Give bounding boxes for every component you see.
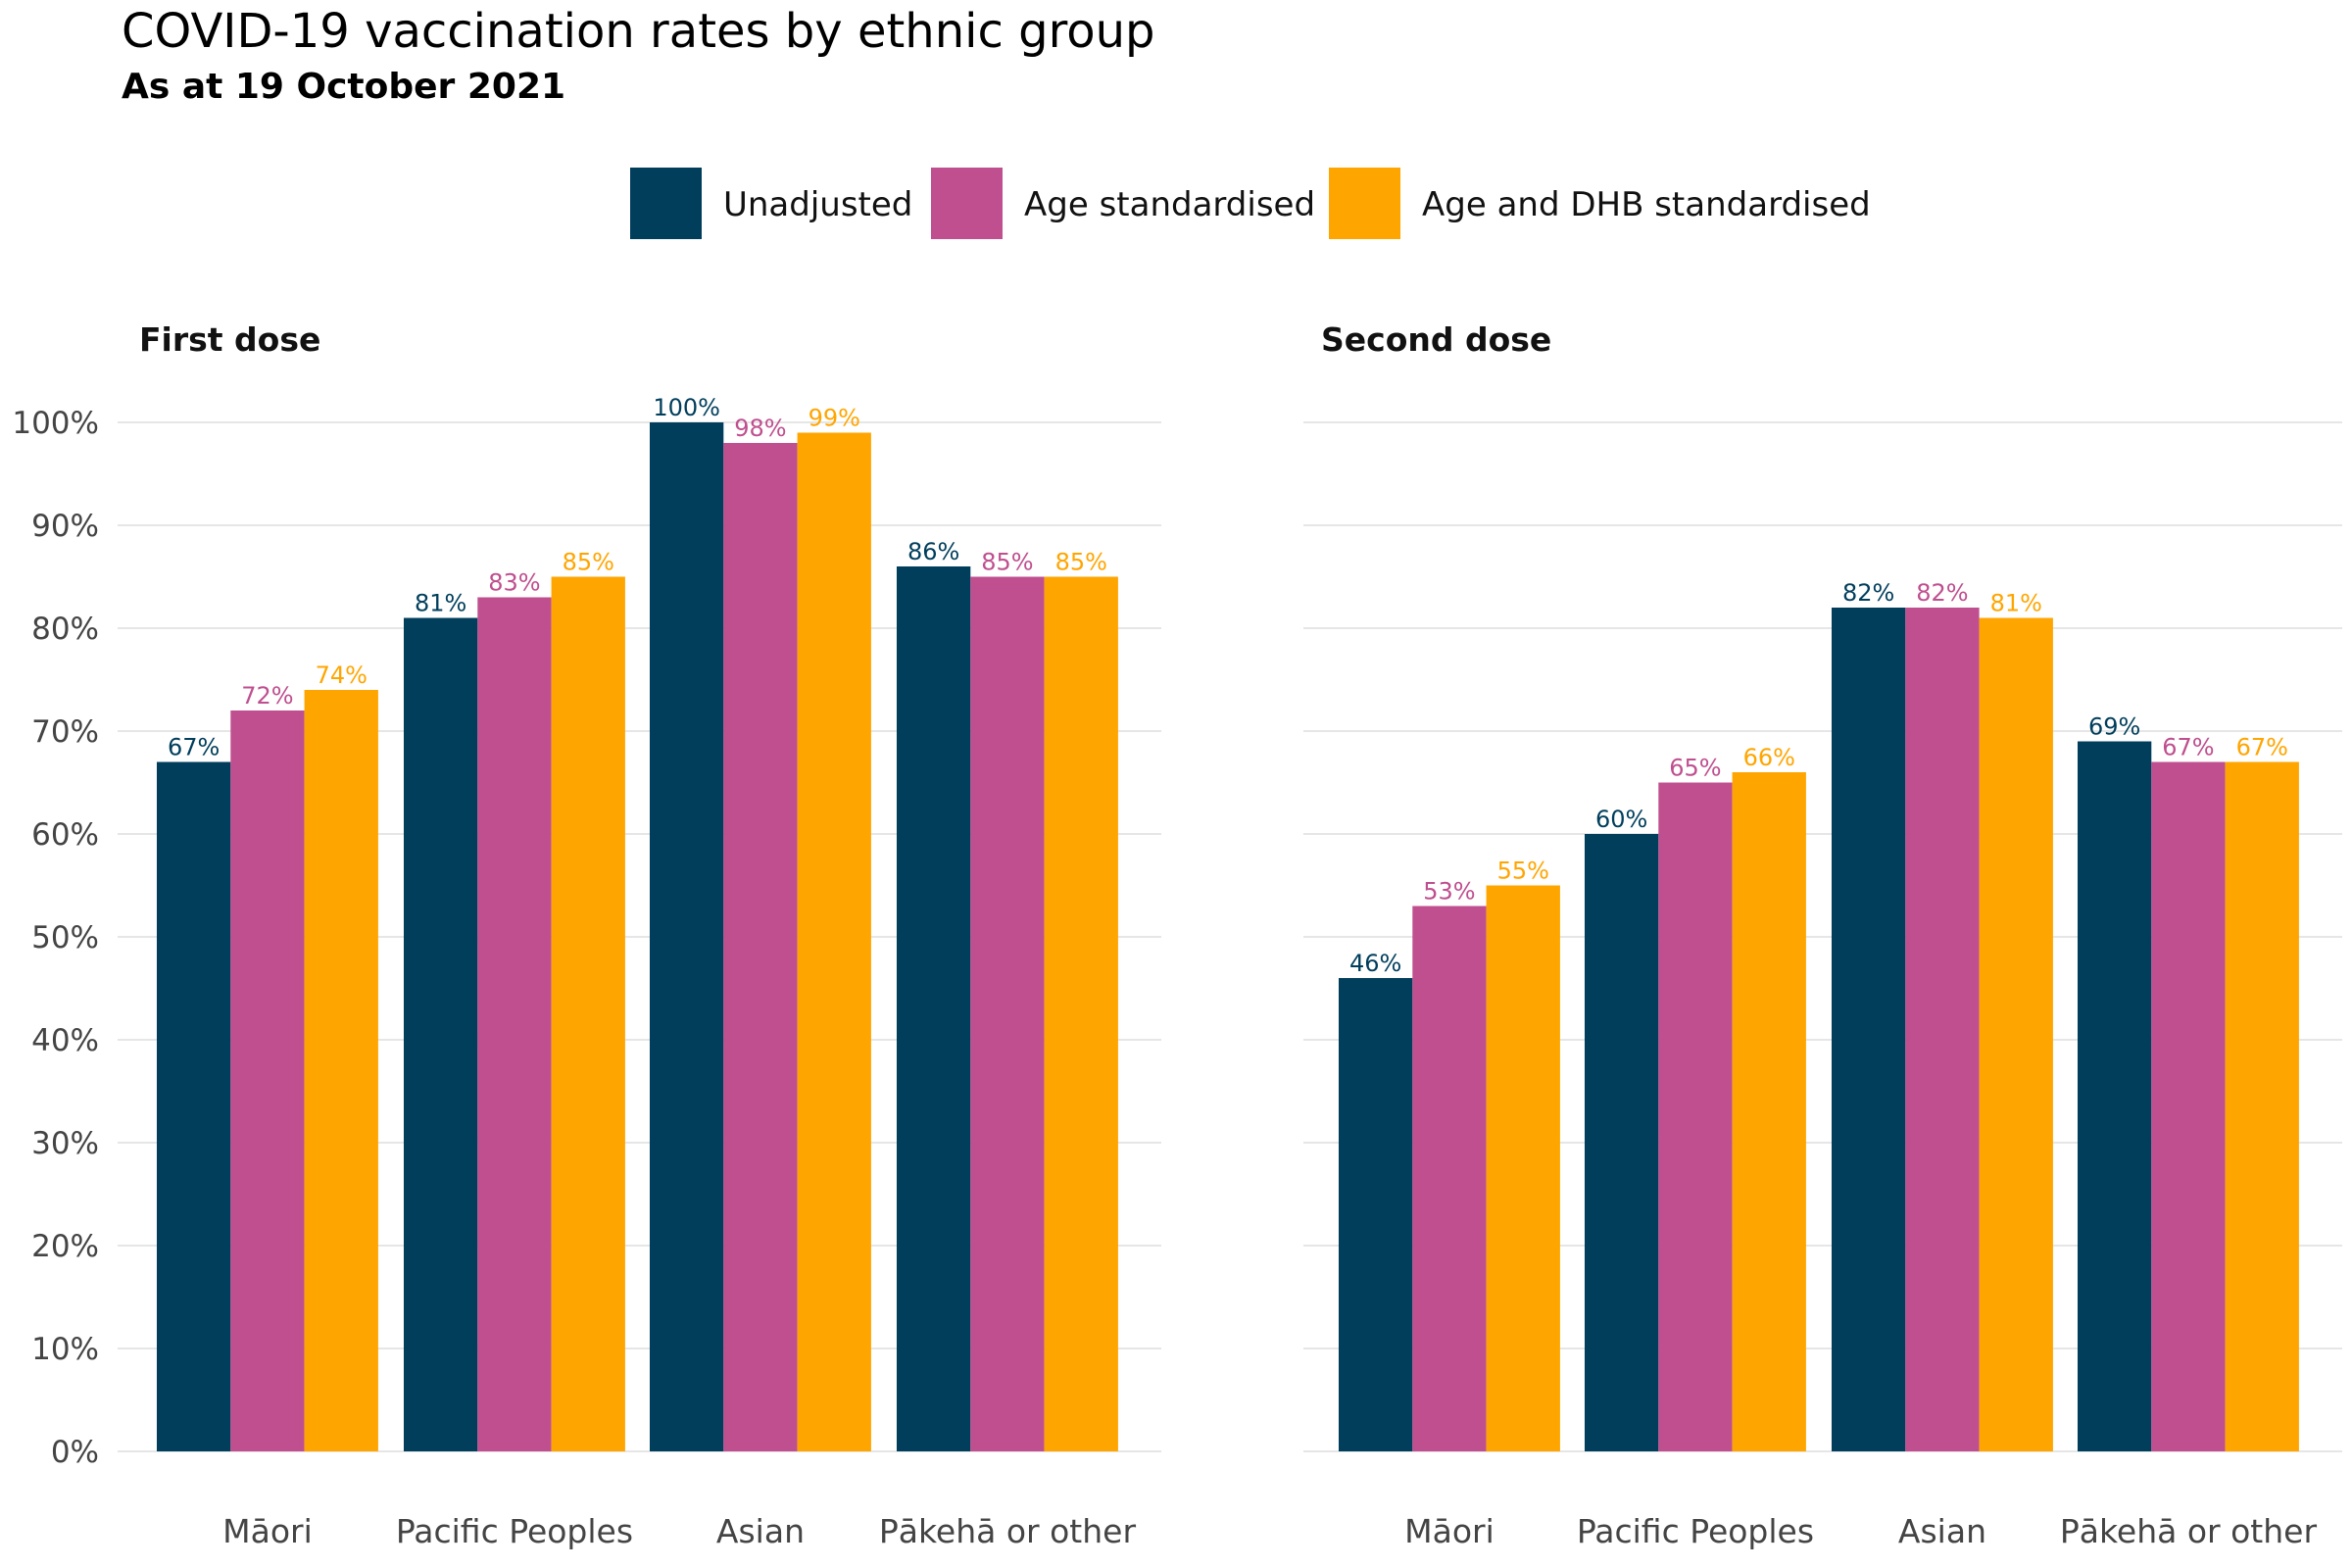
bar-maori-unadjusted: [157, 761, 231, 1451]
x-tick-label-pacific-peoples: Pacific Peoples: [1577, 1512, 1814, 1550]
data-label: 82%: [1916, 579, 1968, 607]
x-tick-label-maori: Māori: [1404, 1512, 1494, 1550]
data-label: 65%: [1669, 755, 1721, 782]
data-label: 60%: [1595, 806, 1647, 833]
bar-pakeha-or-other-unadjusted: [897, 566, 971, 1451]
y-tick-label: 30%: [31, 1126, 99, 1161]
data-label: 69%: [2088, 713, 2140, 741]
y-tick-label: 40%: [31, 1023, 99, 1058]
data-label: 85%: [981, 549, 1033, 576]
data-label: 74%: [316, 662, 368, 689]
bar-asian-age-standardised: [723, 443, 798, 1451]
y-tick-label: 80%: [31, 612, 99, 647]
x-tick-label-pakeha-or-other: Pākehā or other: [2060, 1512, 2318, 1550]
bar-pakeha-or-other-age-standardised: [970, 576, 1045, 1451]
bar-pacific-peoples-age-and-dhb-standardised: [1732, 772, 1806, 1451]
chart-subtitle: As at 19 October 2021: [122, 67, 566, 107]
bar-pakeha-or-other-age-and-dhb-standardised: [1044, 576, 1118, 1451]
data-label: 81%: [1990, 590, 2042, 617]
y-tick-label: 50%: [31, 920, 99, 956]
data-label: 46%: [1349, 950, 1401, 977]
y-tick-label: 20%: [31, 1229, 99, 1264]
bar-pakeha-or-other-age-standardised: [2151, 761, 2226, 1451]
data-label: 67%: [168, 734, 220, 761]
x-tick-label-asian: Asian: [1898, 1512, 1986, 1550]
bar-maori-age-and-dhb-standardised: [1486, 885, 1560, 1451]
bar-pacific-peoples-age-and-dhb-standardised: [551, 576, 625, 1451]
data-label: 67%: [2162, 734, 2214, 761]
data-label: 82%: [1842, 579, 1894, 607]
y-tick-label: 0%: [51, 1435, 99, 1470]
bar-pacific-peoples-age-standardised: [1658, 782, 1733, 1451]
bar-asian-age-standardised: [1905, 608, 1980, 1451]
x-tick-label-pakeha-or-other: Pākehā or other: [879, 1512, 1137, 1550]
data-label: 85%: [563, 549, 614, 576]
data-label: 66%: [1743, 744, 1795, 771]
panel-title: First dose: [139, 320, 320, 359]
y-tick-label: 90%: [31, 509, 99, 544]
legend-label-age-standardised: Age standardised: [1024, 185, 1315, 224]
bar-pakeha-or-other-age-and-dhb-standardised: [2225, 761, 2299, 1451]
y-tick-label: 70%: [31, 714, 99, 750]
bar-maori-age-and-dhb-standardised: [304, 690, 378, 1451]
data-label: 72%: [241, 682, 293, 710]
data-label: 100%: [653, 394, 720, 421]
legend-label-unadjusted: Unadjusted: [723, 185, 912, 224]
legend: Unadjusted Age standardised Age and DHB st…: [630, 168, 1871, 239]
legend-swatch-age-standardised: [931, 168, 1003, 239]
data-label: 55%: [1497, 858, 1549, 885]
data-label: 86%: [907, 538, 959, 565]
data-label: 67%: [2236, 734, 2288, 761]
bar-pacific-peoples-unadjusted: [404, 617, 478, 1451]
bar-maori-age-standardised: [1412, 906, 1487, 1451]
bar-maori-age-standardised: [230, 710, 305, 1451]
legend-swatch-unadjusted: [630, 168, 702, 239]
data-label: 83%: [488, 569, 540, 597]
bar-asian-unadjusted: [650, 422, 724, 1451]
panel-first-dose: 0% 10% 20% 30% 40% 50% 60% 70% 80% 90% 100% First d…: [12, 320, 1161, 1550]
data-label: 85%: [1055, 549, 1107, 576]
legend-swatch-age-and-dhb-standardised: [1329, 168, 1400, 239]
chart-title: COVID-19 vaccination rates by ethnic gro…: [122, 4, 1155, 59]
y-tick-label: 10%: [31, 1332, 99, 1367]
bar-pacific-peoples-unadjusted: [1585, 834, 1659, 1451]
x-tick-label-asian: Asian: [716, 1512, 805, 1550]
x-tick-label-maori: Māori: [222, 1512, 313, 1550]
bar-asian-unadjusted: [1832, 608, 1906, 1451]
bar-pacific-peoples-age-standardised: [477, 597, 552, 1451]
bar-pakeha-or-other-unadjusted: [2078, 741, 2152, 1451]
data-label: 99%: [808, 405, 860, 432]
panel-second-dose: Second dose 46% 53% 55% Māori 60% 65% 66% Pacifi…: [1303, 320, 2342, 1550]
y-tick-label: 100%: [12, 406, 99, 441]
legend-label-age-and-dhb-standardised: Age and DHB standardised: [1422, 185, 1871, 224]
data-label: 81%: [415, 590, 466, 617]
x-tick-label-pacific-peoples: Pacific Peoples: [396, 1512, 633, 1550]
bar-asian-age-and-dhb-standardised: [1979, 617, 2053, 1451]
y-tick-label: 60%: [31, 817, 99, 853]
bar-maori-unadjusted: [1339, 978, 1413, 1451]
bar-asian-age-and-dhb-standardised: [797, 432, 871, 1451]
data-label: 53%: [1423, 878, 1475, 906]
panel-title: Second dose: [1321, 320, 1551, 359]
data-label: 98%: [734, 415, 786, 442]
